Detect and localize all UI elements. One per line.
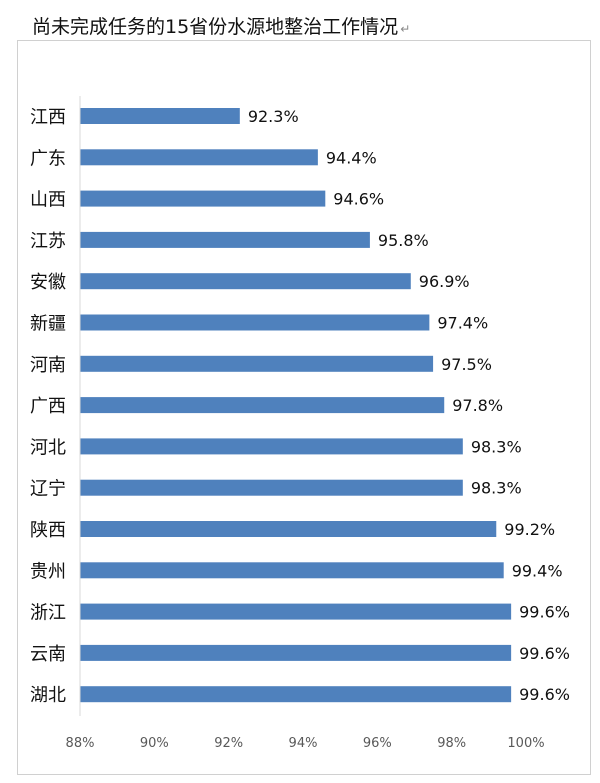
x-axis-ticks-layer: 88% 90% 92% 94% 96% 98% 100% [66, 736, 545, 751]
chart-frame [17, 40, 591, 775]
data-label-14: 99.6% [519, 685, 570, 704]
x-tick-label-0: 88% [66, 736, 95, 751]
data-label-0: 92.3% [248, 107, 299, 126]
category-label-13: 云南 [30, 644, 66, 665]
data-label-6: 97.5% [441, 355, 492, 374]
x-tick-label-4: 96% [363, 736, 392, 751]
category-label-12: 浙江 [30, 603, 66, 624]
bar-10 [80, 521, 497, 537]
x-tick-label-2: 92% [214, 736, 243, 751]
data-label-12: 99.6% [519, 603, 570, 622]
x-tick-label-1: 90% [140, 736, 169, 751]
bar-5 [80, 314, 430, 331]
bar-1 [80, 149, 318, 166]
x-tick-label-3: 94% [289, 736, 318, 751]
return-mark-icon: ↵ [400, 22, 411, 36]
data-label-5: 97.4% [437, 314, 488, 333]
bars-layer: 92.3% 94.4% 94.6% 95.8% 96.9% 97.4% 97.5% 97.8%… [80, 107, 570, 704]
data-label-7: 97.8% [452, 396, 503, 415]
data-label-4: 96.9% [419, 272, 470, 291]
category-label-0: 江西 [30, 107, 66, 128]
category-label-8: 河北 [30, 437, 66, 458]
bar-14 [80, 686, 512, 703]
bar-8 [80, 438, 463, 455]
category-label-7: 广西 [30, 396, 66, 417]
data-label-8: 98.3% [471, 437, 522, 456]
bar-7 [80, 397, 445, 414]
category-label-4: 安徽 [30, 272, 66, 293]
bar-3 [80, 231, 370, 248]
chart-title: 尚未完成任务的15省份水源地整治工作情况 ↵ [32, 12, 410, 39]
bar-6 [80, 355, 434, 372]
bar-13 [80, 644, 512, 661]
data-label-9: 98.3% [471, 479, 522, 498]
bar-0 [80, 108, 240, 124]
data-label-2: 94.6% [333, 190, 384, 209]
category-label-3: 江苏 [30, 231, 66, 252]
data-label-11: 99.4% [512, 561, 563, 580]
bar-2 [80, 190, 326, 207]
bar-4 [80, 273, 411, 290]
x-tick-label-6: 100% [507, 736, 544, 751]
data-label-13: 99.6% [519, 644, 570, 663]
data-label-10: 99.2% [504, 520, 555, 539]
bar-9 [80, 479, 463, 496]
category-label-1: 广东 [30, 148, 66, 169]
data-label-1: 94.4% [326, 148, 377, 167]
category-label-10: 陕西 [30, 520, 66, 541]
bar-11 [80, 562, 504, 579]
bar-12 [80, 603, 512, 620]
category-label-2: 山西 [30, 190, 66, 211]
category-label-9: 辽宁 [30, 479, 66, 500]
chart-title-text: 尚未完成任务的15省份水源地整治工作情况 [32, 16, 399, 38]
category-label-6: 河南 [30, 355, 66, 376]
x-tick-label-5: 98% [437, 736, 466, 751]
category-label-11: 贵州 [30, 561, 66, 582]
category-label-5: 新疆 [30, 314, 66, 335]
category-label-14: 湖北 [30, 685, 66, 706]
data-label-3: 95.8% [378, 231, 429, 250]
